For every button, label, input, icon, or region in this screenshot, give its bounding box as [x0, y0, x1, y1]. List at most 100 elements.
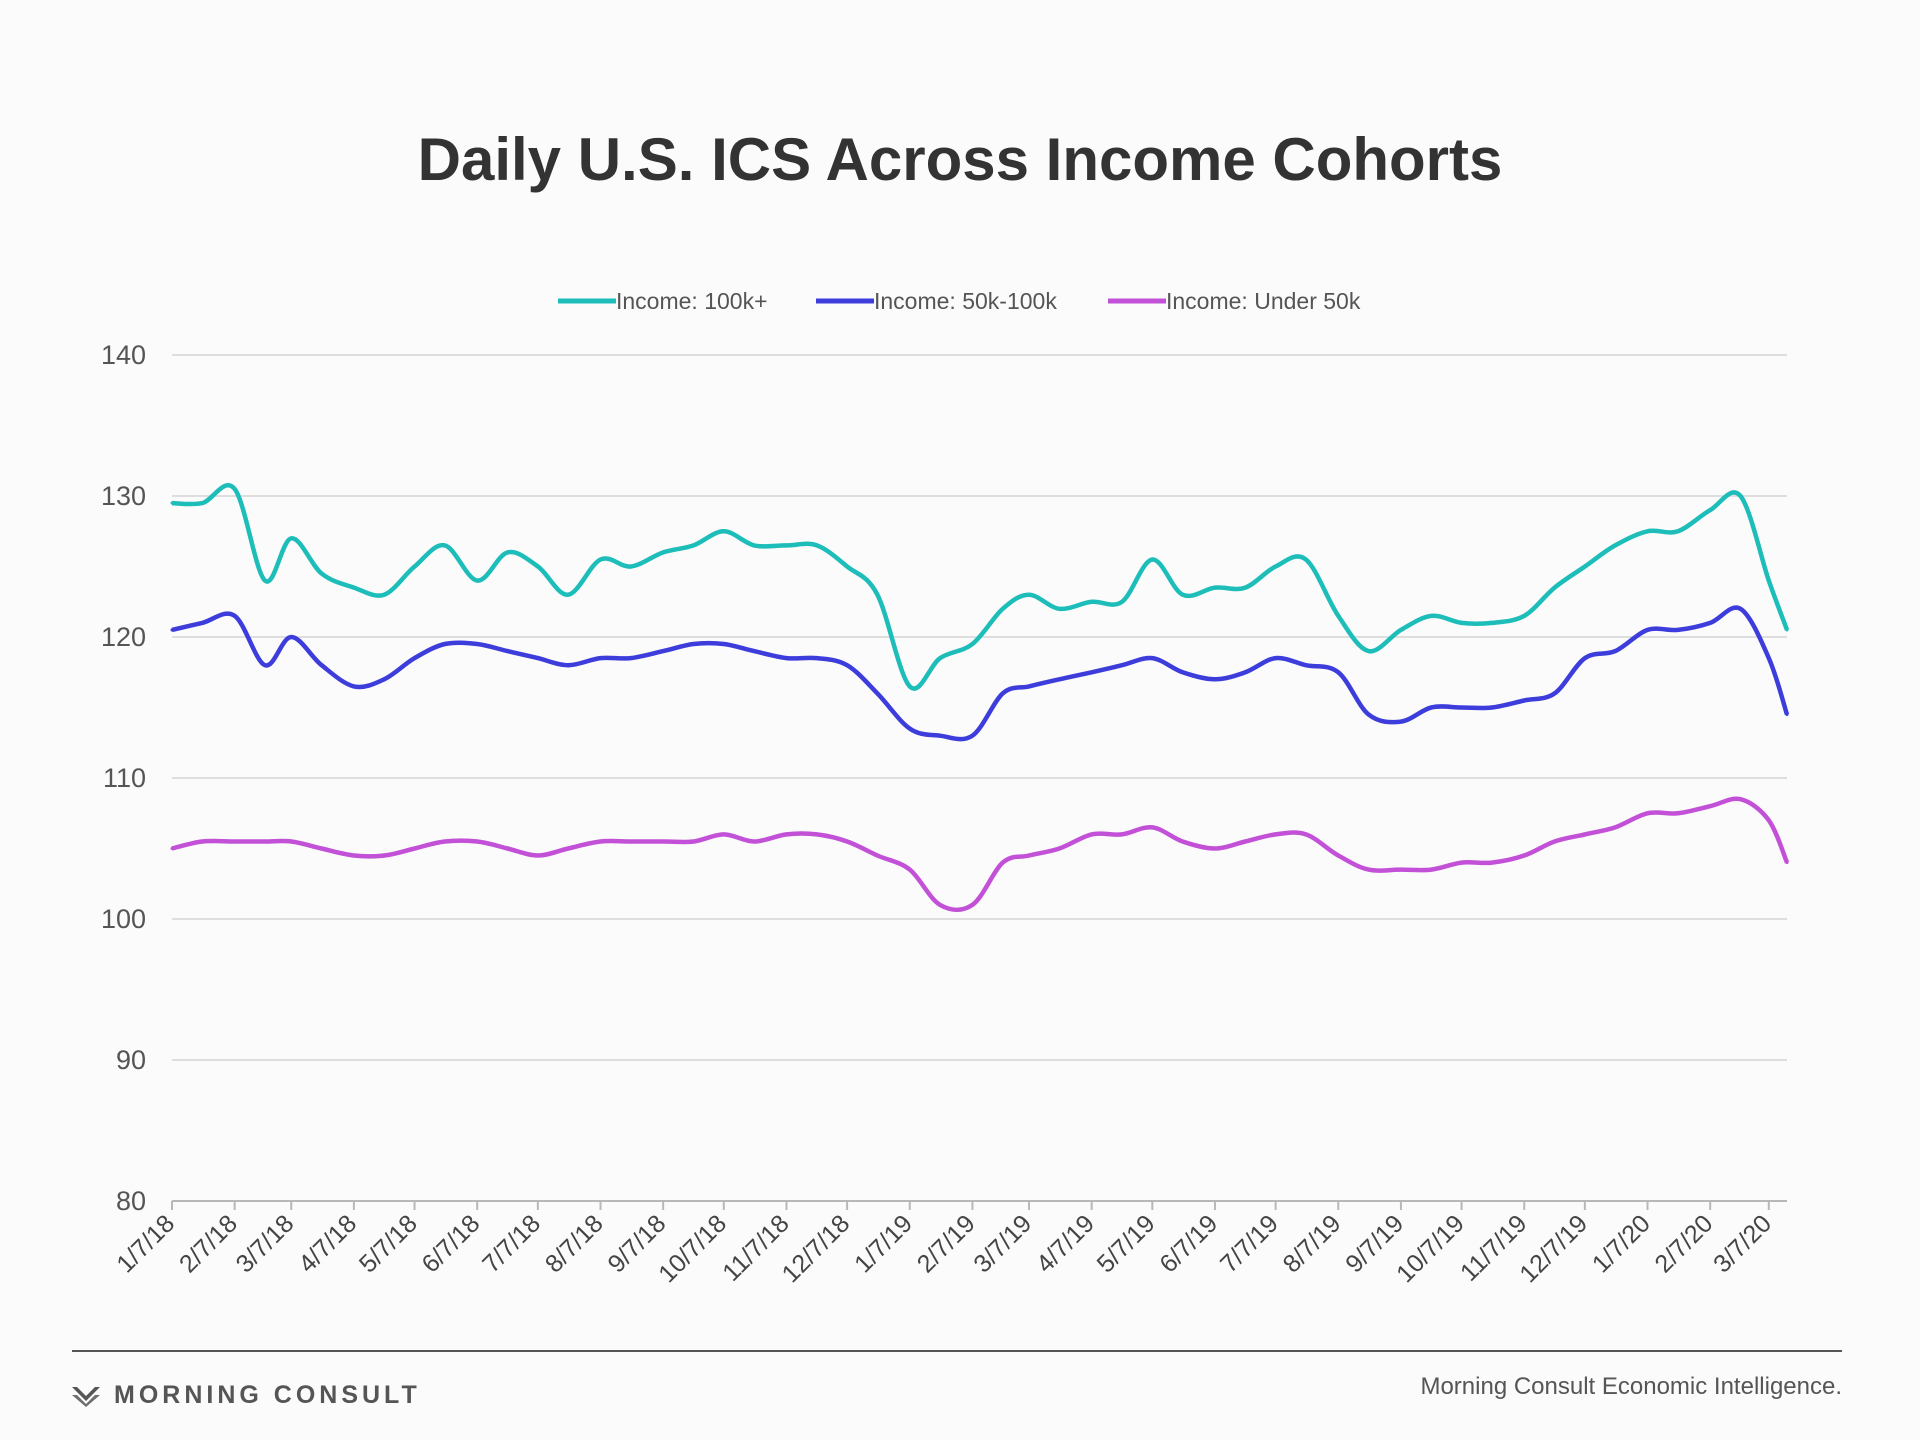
footer-divider — [72, 1350, 1842, 1352]
series-2-point — [629, 839, 633, 843]
series-0-point — [752, 543, 756, 547]
series-1-point — [691, 642, 695, 646]
x-tick-label: 10/7/19 — [1391, 1209, 1470, 1288]
series-1-point — [352, 684, 356, 688]
series-0-point — [1367, 649, 1371, 653]
series-0-point — [382, 593, 386, 597]
series-2-point — [599, 839, 603, 843]
series-0-point — [1553, 586, 1557, 590]
series-0-point — [1429, 614, 1433, 618]
series-line-1 — [171, 605, 1790, 742]
series-1-point — [1522, 698, 1526, 702]
x-tick-label: 5/7/19 — [1092, 1209, 1161, 1278]
series-layer — [170, 483, 1790, 913]
series-1-point — [289, 635, 293, 639]
series-2-point — [661, 839, 665, 843]
x-tick-label: 8/7/18 — [540, 1209, 609, 1278]
series-1-point — [1367, 713, 1371, 717]
series-1-point — [1646, 628, 1650, 632]
series-1-point — [970, 734, 974, 738]
series-0-point — [938, 656, 942, 660]
series-1-point — [1676, 628, 1680, 632]
chart-title: Daily U.S. ICS Across Income Cohorts — [417, 126, 1503, 193]
series-1-point — [784, 656, 788, 660]
series-0-point — [1490, 621, 1494, 625]
series-0-point — [1057, 607, 1061, 611]
series-1-point — [506, 649, 510, 653]
series-1-point — [629, 656, 633, 660]
series-1-point — [1490, 706, 1494, 709]
series-2-point — [289, 839, 293, 843]
series-0-point — [1090, 600, 1094, 604]
series-0-point — [1001, 607, 1005, 611]
series-0-point — [1767, 579, 1771, 583]
series-0-point — [1708, 508, 1712, 512]
y-tick-label: 90 — [116, 1045, 146, 1075]
series-0-point — [506, 550, 510, 554]
series-2-point — [1027, 854, 1031, 858]
series-1-point — [1213, 677, 1217, 681]
series-0-point — [599, 557, 603, 561]
series-1-point — [1304, 663, 1308, 667]
gridlines — [172, 354, 1787, 1202]
series-1-point — [443, 642, 447, 646]
series-1-point — [1336, 670, 1340, 674]
series-1-point — [1399, 720, 1403, 724]
series-1-point — [566, 663, 570, 667]
x-tick-label: 8/7/19 — [1278, 1209, 1347, 1278]
series-0-point — [352, 586, 356, 590]
series-0-point — [263, 579, 267, 583]
series-1-point — [1767, 656, 1771, 660]
series-0-point — [1460, 621, 1464, 625]
series-0-point — [875, 593, 879, 597]
series-1-point — [1429, 706, 1433, 709]
series-2-point — [1150, 825, 1154, 829]
series-1-point — [1001, 691, 1005, 695]
y-tick-label: 80 — [116, 1186, 146, 1216]
series-0-point — [1613, 543, 1617, 547]
series-0-point — [1522, 614, 1526, 618]
x-tick-label: 1/7/18 — [111, 1209, 180, 1278]
y-tick-label: 110 — [103, 763, 146, 793]
series-0-point — [1120, 600, 1124, 604]
x-tick-label: 3/7/18 — [231, 1209, 300, 1278]
series-1-point — [1027, 684, 1031, 688]
series-1-point — [661, 649, 665, 653]
series-0-point — [1785, 628, 1789, 632]
series-2-point — [1399, 868, 1403, 872]
x-tick-label: 2/7/20 — [1649, 1209, 1718, 1278]
series-2-point — [1213, 847, 1217, 850]
series-1-point — [1181, 670, 1185, 674]
legend-label-1: Income: 50k-100k — [874, 288, 1057, 314]
series-1-point — [320, 663, 324, 667]
series-1-point — [1708, 621, 1712, 625]
series-2-point — [233, 839, 237, 843]
series-line-2 — [171, 796, 1790, 913]
x-tick-label: 2/7/18 — [174, 1209, 243, 1278]
series-0-point — [1150, 557, 1154, 561]
x-tick-label: 6/7/18 — [417, 1209, 486, 1278]
x-tick-label: 1/7/20 — [1587, 1209, 1656, 1278]
series-0-point — [289, 536, 293, 540]
x-tick-label: 1/7/19 — [849, 1209, 918, 1278]
legend-label-2: Income: Under 50k — [1166, 288, 1361, 314]
y-tick-label: 140 — [101, 340, 146, 370]
series-0-point — [1181, 593, 1185, 597]
series-2-point — [908, 868, 912, 872]
series-2-point — [1739, 797, 1743, 801]
series-1-point — [1553, 691, 1557, 695]
series-2-point — [1785, 861, 1789, 865]
series-2-point — [1553, 839, 1557, 843]
series-0-point — [845, 565, 849, 568]
series-1-point — [1090, 670, 1094, 674]
series-0-point — [1274, 565, 1278, 568]
series-1-point — [752, 649, 756, 653]
series-2-point — [475, 839, 479, 843]
series-2-point — [784, 832, 788, 836]
series-0-point — [784, 543, 788, 547]
series-2-point — [691, 839, 695, 843]
series-2-point — [1181, 839, 1185, 843]
series-0-point — [661, 550, 665, 554]
series-2-point — [443, 839, 447, 843]
